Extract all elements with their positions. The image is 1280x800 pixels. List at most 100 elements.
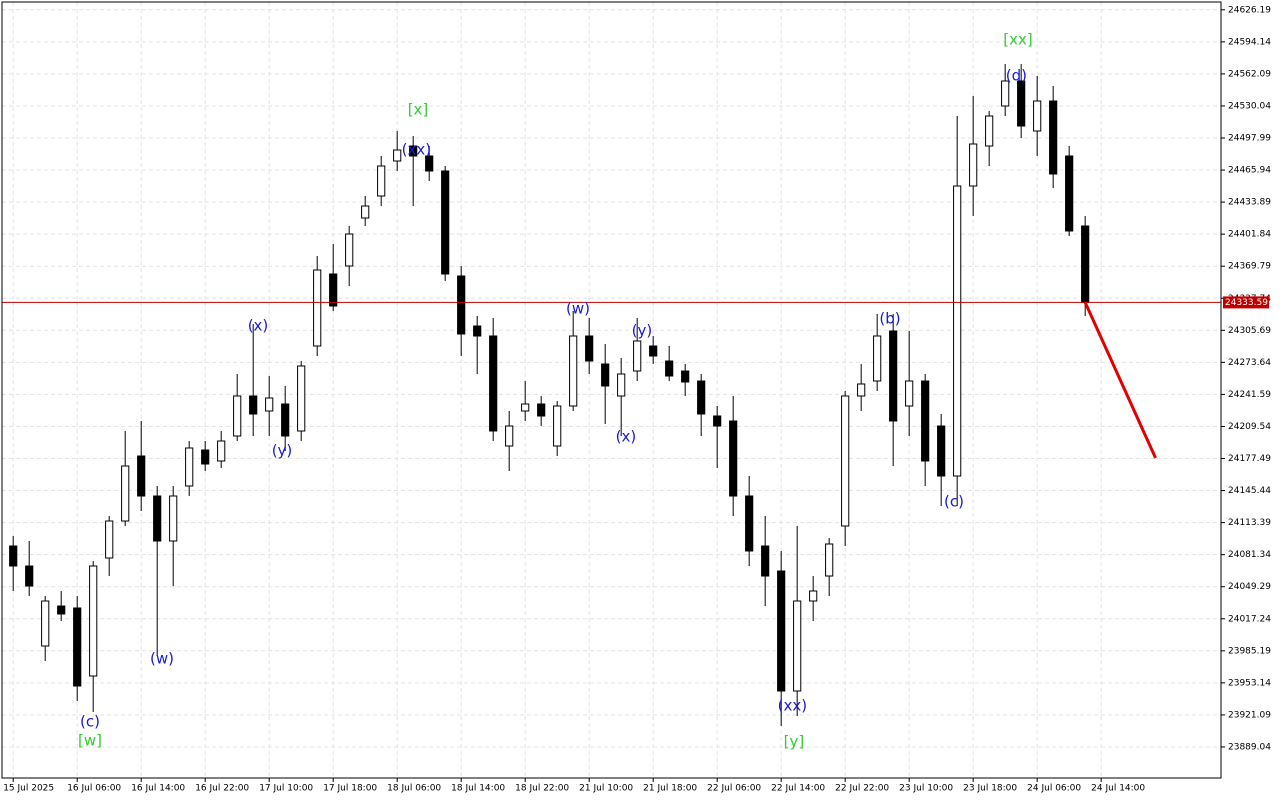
x-tick-label: 16 Jul 22:00 [195,784,249,794]
candle-body [505,425,514,447]
candle-body [793,600,802,692]
candle-body [473,325,482,337]
candle-body [1049,100,1058,175]
y-tick-label: 24401.84 [1228,230,1271,240]
candle-body [25,565,34,587]
candle-body [617,373,626,397]
candle-body [1033,100,1042,132]
x-tick-label: 22 Jul 14:00 [771,784,825,794]
plot-frame [1,1,1222,779]
x-tick-label: 18 Jul 06:00 [387,784,441,794]
candle-body [681,370,690,383]
candle-body [457,275,466,335]
candle-body [73,607,82,687]
candle-body [393,149,402,162]
y-tick-label: 24113.39 [1228,518,1271,528]
candle-body [281,403,290,437]
candle-body [649,345,658,357]
x-tick-label: 22 Jul 22:00 [835,784,889,794]
y-tick-label: 24241.59 [1228,390,1271,400]
forecast-line [1083,301,1157,459]
x-tick-label: 18 Jul 22:00 [515,784,569,794]
x-tick-label: 22 Jul 06:00 [707,784,761,794]
candle-body [905,380,914,407]
wave-label: (b) [879,310,900,328]
candle-body [857,383,866,397]
y-tick-label: 23985.19 [1228,646,1271,656]
wave-label: (x) [616,428,637,446]
y-tick-label: 24145.44 [1228,486,1271,496]
current-price-label: 24333.59 [1225,298,1268,308]
candle-body [329,273,338,307]
wave-label: (c) [80,713,100,731]
x-tick-label: 23 Jul 18:00 [963,784,1017,794]
candle-body [137,455,146,497]
candle-body [665,360,674,377]
y-tick-label: 24017.24 [1228,614,1271,624]
y-tick-label: 24530.04 [1228,101,1271,111]
y-tick-label: 24562.09 [1228,69,1271,79]
y-tick-label: 24209.54 [1228,422,1271,432]
candle-body [761,545,770,577]
y-tick-label: 24433.89 [1228,198,1271,208]
candle-body [1065,155,1074,232]
candle-body [185,447,194,487]
candle-body [217,440,226,462]
wave-label: (xx) [402,141,431,159]
x-tick-label: 24 Jul 06:00 [1027,784,1081,794]
y-tick-label: 24081.34 [1228,550,1271,560]
wave-label: (y) [632,322,653,340]
candle-body [201,449,210,465]
candle-body [953,185,962,477]
y-tick-label: 24465.94 [1228,166,1271,176]
y-tick-label: 24049.29 [1228,582,1271,592]
candle-body [825,543,834,577]
x-tick-label: 18 Jul 14:00 [451,784,505,794]
candle-body [921,380,930,462]
candle-body [489,335,498,432]
candle-body [697,380,706,415]
candle-body [345,233,354,267]
y-tick-label: 24305.69 [1228,326,1271,336]
x-tick-label: 23 Jul 10:00 [899,784,953,794]
y-tick-label: 24273.64 [1228,358,1271,368]
candle-body [1017,80,1026,127]
candle-body [1001,80,1010,107]
candle-body [169,495,178,542]
x-tick-label: 16 Jul 06:00 [67,784,121,794]
candle-body [105,520,114,559]
candle-body [409,145,418,157]
axes: 24626.19 24594.14 24562.09 24530.04 24497.99… [3,5,1271,793]
candle-body [969,143,978,187]
y-tick-label: 24497.99 [1228,134,1271,144]
y-tick-label: 23921.09 [1228,710,1271,720]
wave-label: (d) [1006,67,1027,85]
candle-body [1081,225,1090,303]
candle-body [89,565,98,677]
candle-body [729,420,738,497]
candle-body [153,495,162,542]
candle-body [313,269,322,347]
candle-body [297,365,306,432]
candle-body [569,335,578,407]
y-tick-label: 24594.14 [1228,37,1271,47]
candle-body [537,403,546,417]
wave-label: (w) [150,650,174,668]
x-tick-label: 21 Jul 18:00 [643,784,697,794]
candle-body [777,570,786,692]
candle-body [233,395,242,437]
candle-body [361,205,370,219]
candle-body [745,495,754,552]
wave-label: [x] [408,101,429,119]
candle-body [633,340,642,372]
candle-body [41,600,50,647]
candle-body [57,605,66,615]
plot: (c)[w](w)(x)(y)[x](xx)(w)(y)(x)(xx)[y](b… [2,31,1221,751]
candle-body [265,397,274,412]
x-tick-label: 24 Jul 14:00 [1091,784,1145,794]
y-tick-label: 23953.14 [1228,678,1271,688]
candle-body [425,155,434,172]
wave-label: (x) [248,317,269,335]
